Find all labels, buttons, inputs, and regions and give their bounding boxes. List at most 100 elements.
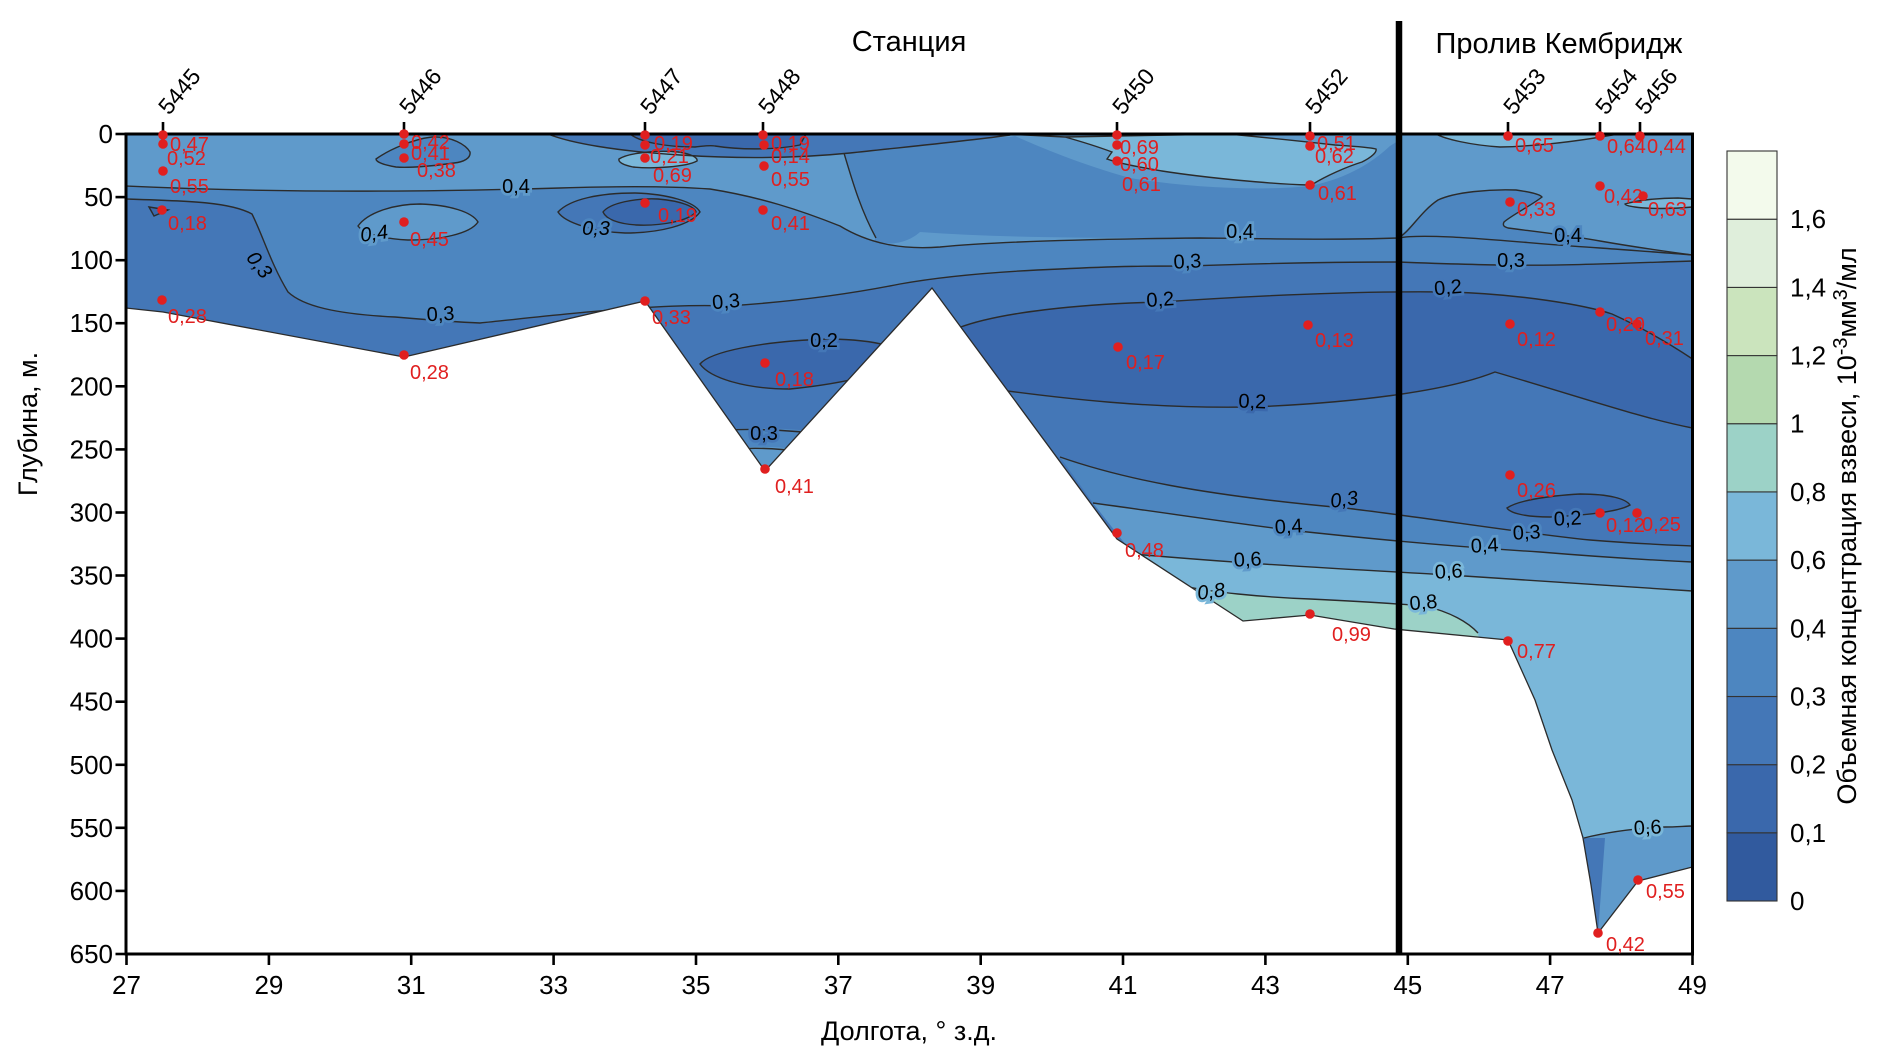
svg-text:550: 550 <box>70 813 113 843</box>
svg-text:650: 650 <box>70 939 113 969</box>
svg-text:Глубина, м.: Глубина, м. <box>13 352 43 496</box>
svg-text:450: 450 <box>70 687 113 717</box>
svg-text:49: 49 <box>1678 970 1707 1000</box>
svg-text:250: 250 <box>70 434 113 464</box>
svg-text:1,2: 1,2 <box>1790 341 1826 371</box>
svg-text:0,4: 0,4 <box>1470 534 1499 557</box>
svg-text:0,19: 0,19 <box>658 205 697 227</box>
svg-text:0,3: 0,3 <box>711 290 741 314</box>
svg-text:0,19: 0,19 <box>654 133 693 155</box>
svg-text:0,42: 0,42 <box>1606 934 1645 956</box>
svg-text:0,69: 0,69 <box>1120 137 1159 159</box>
svg-text:0,3: 0,3 <box>426 303 455 326</box>
svg-text:0,64: 0,64 <box>1607 136 1646 158</box>
svg-text:0,63: 0,63 <box>1648 199 1687 221</box>
svg-text:29: 29 <box>254 970 283 1000</box>
svg-text:0: 0 <box>1790 886 1804 916</box>
svg-text:0,4: 0,4 <box>502 176 530 198</box>
svg-text:0,20: 0,20 <box>1606 314 1645 336</box>
svg-text:0,47: 0,47 <box>170 134 209 156</box>
svg-text:Объемная концентрация взвеси,: Объемная концентрация взвеси, 10-3мм3/мл <box>1830 247 1862 804</box>
svg-text:0,28: 0,28 <box>168 306 207 328</box>
svg-text:0,42: 0,42 <box>1604 186 1643 208</box>
svg-text:0,18: 0,18 <box>168 213 207 235</box>
svg-text:100: 100 <box>70 245 113 275</box>
svg-text:0,26: 0,26 <box>1517 480 1556 502</box>
svg-text:0,65: 0,65 <box>1515 135 1554 157</box>
svg-text:0,62: 0,62 <box>1315 146 1354 168</box>
svg-text:0,13: 0,13 <box>1315 330 1354 352</box>
svg-text:1,4: 1,4 <box>1790 272 1826 302</box>
svg-text:0,33: 0,33 <box>1517 199 1556 221</box>
svg-text:0,6: 0,6 <box>1790 545 1826 575</box>
svg-text:0: 0 <box>99 119 113 149</box>
svg-text:0,55: 0,55 <box>170 176 209 198</box>
svg-text:Станция: Станция <box>852 26 967 58</box>
svg-text:33: 33 <box>539 970 568 1000</box>
svg-text:0,6: 0,6 <box>1434 560 1463 583</box>
svg-text:400: 400 <box>70 624 113 654</box>
svg-text:0,61: 0,61 <box>1122 174 1161 196</box>
svg-text:0,77: 0,77 <box>1517 641 1556 663</box>
svg-text:0,41: 0,41 <box>411 143 450 165</box>
svg-text:0,1: 0,1 <box>1790 818 1826 848</box>
svg-text:0,4: 0,4 <box>1226 221 1254 243</box>
svg-text:0,60: 0,60 <box>1120 154 1159 176</box>
svg-text:0,3: 0,3 <box>1497 250 1525 272</box>
svg-text:45: 45 <box>1393 970 1422 1000</box>
svg-text:0,69: 0,69 <box>653 165 692 187</box>
svg-text:0,48: 0,48 <box>1125 540 1164 562</box>
svg-text:0,4: 0,4 <box>359 221 390 247</box>
svg-text:37: 37 <box>824 970 853 1000</box>
svg-text:0,8: 0,8 <box>1790 477 1826 507</box>
svg-text:0,44: 0,44 <box>1647 136 1686 158</box>
svg-text:0,38: 0,38 <box>417 160 456 182</box>
svg-text:0,2: 0,2 <box>810 330 838 352</box>
svg-text:0,3: 0,3 <box>582 218 610 240</box>
svg-text:0,8: 0,8 <box>1196 579 1227 605</box>
svg-text:0,31: 0,31 <box>1645 328 1684 350</box>
svg-text:0,3: 0,3 <box>1329 487 1360 513</box>
svg-text:Долгота, ° з.д.: Долгота, ° з.д. <box>821 1016 997 1046</box>
svg-text:200: 200 <box>70 371 113 401</box>
svg-text:0,61: 0,61 <box>1318 183 1357 205</box>
svg-text:0,55: 0,55 <box>1646 881 1685 903</box>
svg-text:0,2: 0,2 <box>1433 276 1463 300</box>
svg-text:0,6: 0,6 <box>1233 548 1262 571</box>
svg-text:150: 150 <box>70 308 113 338</box>
svg-text:0,2: 0,2 <box>1238 391 1267 414</box>
svg-text:0,42: 0,42 <box>411 132 450 154</box>
svg-text:0,14: 0,14 <box>771 146 810 168</box>
svg-text:0,3: 0,3 <box>1790 682 1826 712</box>
svg-text:0,8: 0,8 <box>1409 591 1439 615</box>
svg-text:43: 43 <box>1251 970 1280 1000</box>
svg-text:0,4: 0,4 <box>1274 515 1303 538</box>
svg-text:0,17: 0,17 <box>1126 352 1165 374</box>
svg-text:0,52: 0,52 <box>167 148 206 170</box>
svg-text:300: 300 <box>70 498 113 528</box>
svg-text:31: 31 <box>397 970 426 1000</box>
svg-text:39: 39 <box>966 970 995 1000</box>
svg-text:1,6: 1,6 <box>1790 204 1826 234</box>
svg-text:600: 600 <box>70 876 113 906</box>
svg-text:350: 350 <box>70 561 113 591</box>
svg-text:1: 1 <box>1790 409 1804 439</box>
svg-text:0,4: 0,4 <box>1554 225 1582 247</box>
svg-text:0,3: 0,3 <box>750 423 778 445</box>
svg-text:0,45: 0,45 <box>410 229 449 251</box>
svg-text:0,12: 0,12 <box>1606 515 1645 537</box>
svg-text:0,33: 0,33 <box>652 307 691 329</box>
svg-text:0,41: 0,41 <box>775 476 814 498</box>
svg-text:35: 35 <box>682 970 711 1000</box>
svg-text:0,28: 0,28 <box>410 362 449 384</box>
svg-text:0,99: 0,99 <box>1332 624 1371 646</box>
svg-text:0,4: 0,4 <box>1790 613 1826 643</box>
svg-text:0,2: 0,2 <box>1790 750 1826 780</box>
svg-text:0,12: 0,12 <box>1517 329 1556 351</box>
svg-text:0,6: 0,6 <box>1633 816 1662 839</box>
svg-text:0,51: 0,51 <box>1317 133 1356 155</box>
svg-text:0,41: 0,41 <box>771 213 810 235</box>
svg-text:0,3: 0,3 <box>1512 521 1541 544</box>
svg-text:Пролив Кембридж: Пролив Кембридж <box>1436 28 1684 60</box>
svg-text:0,25: 0,25 <box>1642 514 1681 536</box>
